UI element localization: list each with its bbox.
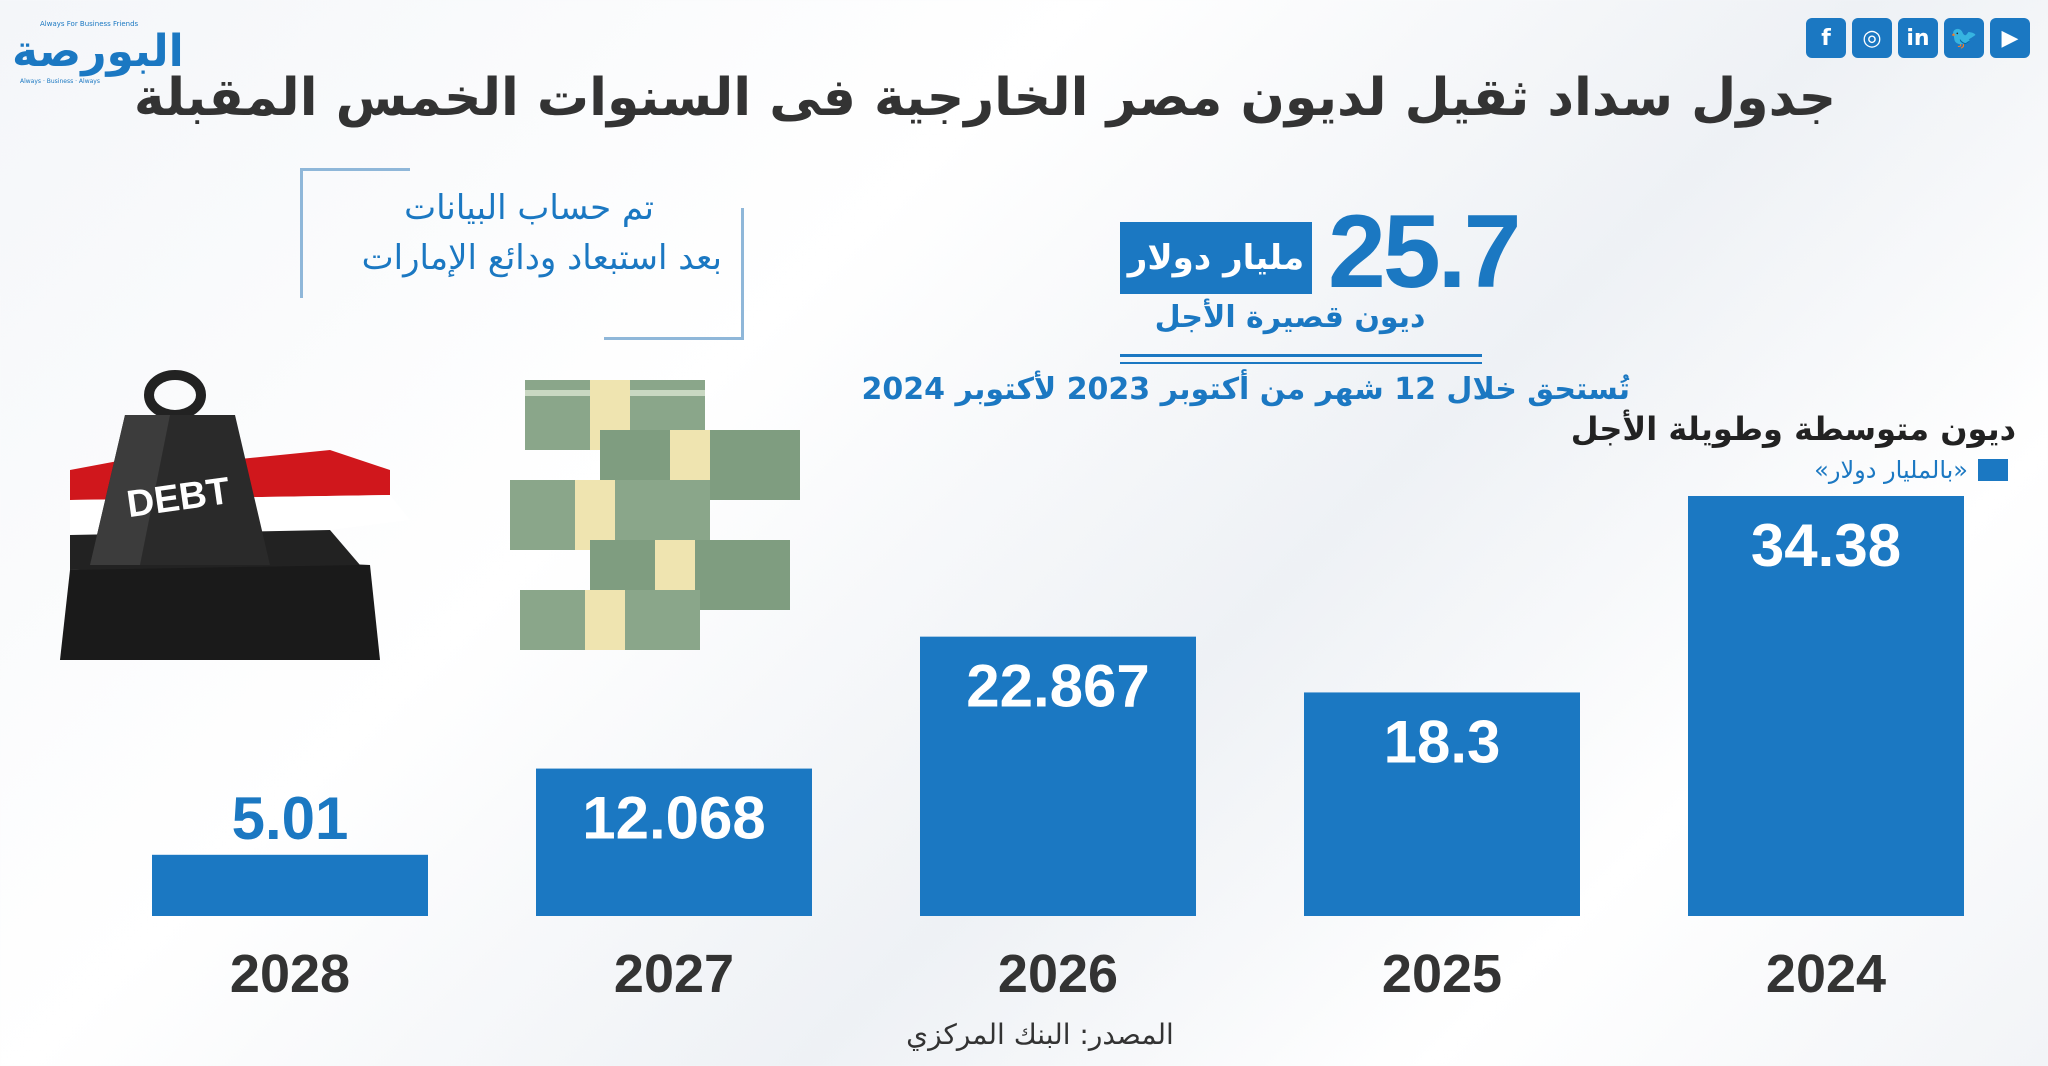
x-tick-2025: 2025 [1382, 944, 1502, 1004]
money-stacks-icon [510, 380, 800, 650]
data-label-2024: 34.38 [1751, 512, 1901, 579]
map-shape [60, 560, 380, 660]
chart-title: ديون متوسطة وطويلة الأجل [1570, 410, 2016, 448]
social-links: f ◎ in 🐦 ▶ [1806, 18, 2030, 58]
x-tick-2026: 2026 [998, 944, 1118, 1004]
x-tick-2028: 2028 [230, 944, 350, 1004]
bar-2026 [920, 636, 1196, 916]
twitter-icon[interactable]: 🐦 [1944, 18, 1984, 58]
bar-2027 [536, 768, 812, 916]
short-term-due: تُستحق خلال 12 شهر من أكتوبر 2023 لأكتوب… [861, 372, 1630, 407]
divider [1120, 354, 1482, 357]
legend-swatch [1978, 459, 2008, 481]
divider [1120, 362, 1482, 364]
x-tick-2024: 2024 [1766, 944, 1886, 1004]
logo-text: البورصة [12, 26, 185, 77]
short-term-value: 25.7 [1328, 194, 1521, 310]
data-label-2026: 22.867 [966, 653, 1150, 720]
facebook-icon[interactable]: f [1806, 18, 1846, 58]
source-note: المصدر: البنك المركزي [906, 1018, 1174, 1051]
data-label-2027: 12.068 [582, 785, 766, 852]
note-line-2: بعد استبعاد ودائع الإمارات [361, 238, 722, 278]
legend-unit: «بالمليار دولار» [1814, 456, 1968, 484]
note-box: تم حساب البيانات بعد استبعاد ودائع الإما… [300, 168, 744, 340]
youtube-icon[interactable]: ▶ [1990, 18, 2030, 58]
legend: «بالمليار دولار» [1814, 456, 2008, 484]
bar-2028 [152, 854, 428, 916]
bar-2025 [1304, 692, 1580, 916]
debt-illustration: DEBT [60, 370, 800, 660]
debt-weight-icon: DEBT [90, 370, 270, 565]
bar-2024 [1688, 496, 1964, 916]
note-line-1: تم حساب البيانات [404, 188, 654, 228]
short-term-label: ديون قصيرة الأجل [1154, 300, 1426, 335]
linkedin-icon[interactable]: in [1898, 18, 1938, 58]
logo-tagline: Always For Business Friends [40, 20, 139, 28]
data-label-2028: 5.01 [232, 785, 349, 852]
page-title: جدول سداد ثقيل لديون مصر الخارجية فى الس… [133, 68, 1837, 128]
logo-sub: Always · Business · Always [20, 78, 100, 85]
instagram-icon[interactable]: ◎ [1852, 18, 1892, 58]
x-tick-2027: 2027 [614, 944, 734, 1004]
logo: Always For Business Friends البورصة Alwa… [8, 14, 185, 85]
short-term-unit: مليار دولار [1120, 222, 1312, 294]
data-label-2025: 18.3 [1384, 708, 1501, 775]
